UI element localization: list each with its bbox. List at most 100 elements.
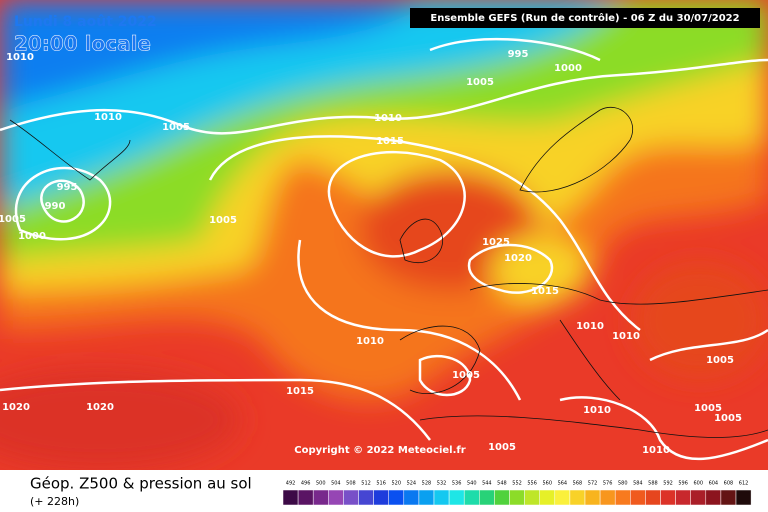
scale-label: 552 bbox=[512, 481, 522, 487]
weather-map: Lundi 8 août 2022 20:00 locale Ensemble … bbox=[0, 0, 768, 470]
isobar-label: 1020 bbox=[86, 402, 114, 413]
scale-label: 608 bbox=[724, 481, 734, 487]
header-box bbox=[410, 8, 760, 28]
scale-swatch bbox=[328, 489, 344, 506]
scale-swatch bbox=[705, 489, 722, 506]
scale-label: 556 bbox=[527, 481, 537, 487]
isobar-label: 995 bbox=[508, 49, 529, 60]
isobar-label: 1005 bbox=[694, 403, 722, 414]
isobar-label: 1010 bbox=[356, 336, 384, 347]
isobar-label: 1005 bbox=[0, 214, 26, 225]
scale-label: 512 bbox=[361, 481, 371, 487]
scale-swatch bbox=[614, 489, 631, 506]
scale-swatch bbox=[479, 489, 495, 506]
isobar-label: 1005 bbox=[162, 122, 190, 133]
isobar-label: 990 bbox=[45, 201, 66, 212]
scale-swatch bbox=[524, 489, 540, 506]
scale-label: 520 bbox=[391, 481, 401, 487]
footer: Géop. Z500 & pression au sol (+ 228h) 49… bbox=[30, 475, 752, 508]
scale-label: 564 bbox=[558, 481, 568, 487]
isobar-label: 1010 bbox=[612, 331, 640, 342]
scale-swatch bbox=[448, 489, 465, 506]
scale-swatch bbox=[418, 489, 435, 506]
isobar-label: 1015 bbox=[286, 386, 314, 397]
scale-label: 600 bbox=[693, 481, 703, 487]
scale-swatch bbox=[539, 489, 556, 506]
scale-swatch bbox=[509, 489, 525, 506]
isobar-label: 1010 bbox=[583, 405, 611, 416]
scale-swatch bbox=[690, 489, 707, 506]
scale-label: 524 bbox=[407, 481, 417, 487]
coastlines bbox=[9, 107, 768, 438]
scale-swatch bbox=[403, 489, 420, 506]
geopotential-field bbox=[0, 0, 768, 470]
scale-label: 492 bbox=[286, 481, 296, 487]
scale-swatch bbox=[373, 489, 389, 506]
isobar-label: 1010 bbox=[374, 113, 402, 124]
isobar-label: 1005 bbox=[706, 355, 734, 366]
scale-label: 592 bbox=[663, 481, 673, 487]
scale-swatch bbox=[645, 489, 661, 506]
scale-swatch bbox=[554, 489, 571, 506]
scale-swatch bbox=[599, 489, 616, 506]
copyright: Copyright © 2022 Meteociel.fr bbox=[294, 445, 465, 456]
isobar-label: 1000 bbox=[554, 63, 582, 74]
isobar-label: 1025 bbox=[482, 237, 510, 248]
scale-label: 604 bbox=[709, 481, 719, 487]
scale-swatch bbox=[660, 489, 676, 506]
scale-swatch bbox=[282, 489, 299, 506]
scale-label: 532 bbox=[437, 481, 447, 487]
scale-swatch bbox=[675, 489, 691, 506]
scale-swatch bbox=[343, 489, 359, 506]
isobar-label: 1020 bbox=[504, 253, 532, 264]
scale-label: 504 bbox=[331, 481, 341, 487]
scale-label: 508 bbox=[346, 481, 356, 487]
scale-label: 584 bbox=[633, 481, 643, 487]
isobar-label: 1010 bbox=[6, 52, 34, 63]
scale-label: 580 bbox=[618, 481, 628, 487]
scale-swatch bbox=[297, 489, 314, 506]
date: Lundi 8 août 2022 bbox=[14, 14, 157, 30]
scale-label: 612 bbox=[739, 481, 749, 487]
scale-swatch bbox=[312, 489, 329, 506]
footer-title: Géop. Z500 & pression au sol bbox=[30, 475, 252, 493]
isobar-label: 1005 bbox=[466, 77, 494, 88]
scale-label: 500 bbox=[316, 481, 326, 487]
scale-swatch bbox=[630, 489, 646, 506]
isobar-label: 1005 bbox=[452, 370, 480, 381]
scale-label: 568 bbox=[573, 481, 583, 487]
time: 20:00 locale bbox=[14, 32, 151, 56]
scale-label: 576 bbox=[603, 481, 613, 487]
scale-swatch bbox=[569, 489, 586, 506]
scale-swatch bbox=[584, 489, 601, 506]
scale-label: 540 bbox=[467, 481, 477, 487]
isobar-label: 1010 bbox=[94, 112, 122, 123]
isobar-label: 1010 bbox=[576, 321, 604, 332]
scale-swatch bbox=[388, 489, 405, 506]
scale-label: 496 bbox=[301, 481, 311, 487]
isobar-label: 995 bbox=[57, 182, 78, 193]
isobar-label: 1005 bbox=[488, 442, 516, 453]
scale-label: 516 bbox=[376, 481, 386, 487]
scale-label: 528 bbox=[422, 481, 432, 487]
scale-label: 544 bbox=[482, 481, 492, 487]
header: Ensemble GEFS (Run de contrôle) - 06 Z d… bbox=[430, 12, 739, 24]
scale-label: 536 bbox=[452, 481, 462, 487]
isobar-label: 1010 bbox=[642, 445, 670, 456]
lead-time: (+ 228h) bbox=[30, 495, 79, 508]
scale-swatch bbox=[494, 489, 510, 506]
isobar-label: 1005 bbox=[714, 413, 742, 424]
isobar-label: 1000 bbox=[18, 231, 46, 242]
isobar-label: 1015 bbox=[531, 286, 559, 297]
isobar-label: 1015 bbox=[376, 136, 404, 147]
scale-swatch bbox=[358, 489, 374, 506]
scale-label: 588 bbox=[648, 481, 658, 487]
isobar-label: 1005 bbox=[209, 215, 237, 226]
scale-swatch bbox=[463, 489, 480, 506]
scale-swatch bbox=[720, 489, 737, 506]
isobar-label: 1020 bbox=[2, 402, 30, 413]
isobars bbox=[0, 37, 768, 461]
scale-label: 548 bbox=[497, 481, 507, 487]
scale-label: 596 bbox=[678, 481, 688, 487]
scale-swatch bbox=[433, 489, 450, 506]
